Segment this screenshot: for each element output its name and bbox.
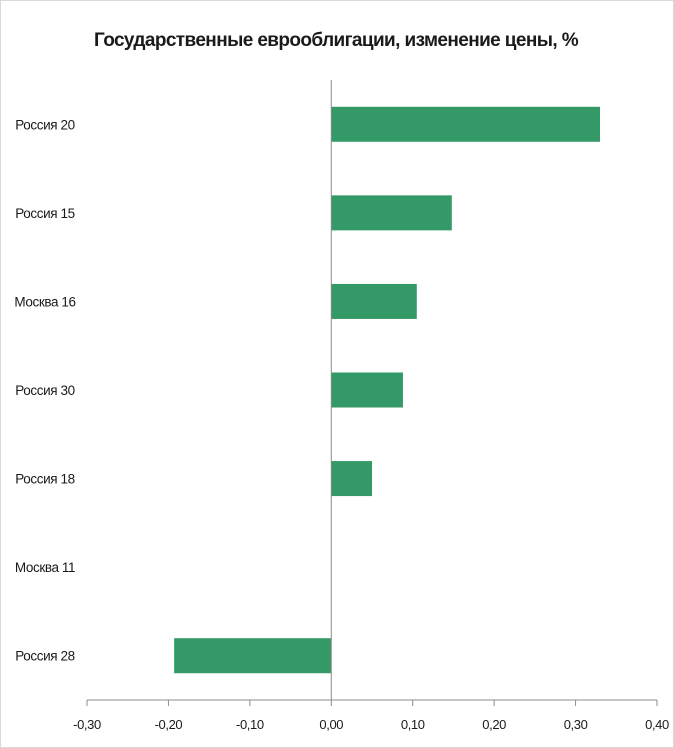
bar <box>331 372 403 408</box>
category-label: Россия 28 <box>15 649 74 664</box>
chart-title: Государственные еврооблигации, изменение… <box>93 30 579 51</box>
category-label: Москва 16 <box>14 294 75 309</box>
x-tick-label: 0,30 <box>564 717 588 732</box>
bar <box>174 638 332 674</box>
x-tick-label: -0,10 <box>236 717 264 732</box>
bar <box>331 195 452 231</box>
category-label: Россия 30 <box>15 383 74 398</box>
category-label: Россия 18 <box>15 472 74 487</box>
category-label: Россия 15 <box>15 206 74 221</box>
category-label: Россия 20 <box>15 117 74 132</box>
x-tick-label: 0,10 <box>401 717 425 732</box>
x-tick-label: 0,40 <box>645 717 669 732</box>
x-tick-label: -0,20 <box>155 717 183 732</box>
x-tick-label: -0,30 <box>73 717 101 732</box>
category-label: Москва 11 <box>15 560 75 575</box>
x-tick-label: 0,00 <box>319 717 343 732</box>
x-tick-label: 0,20 <box>482 717 506 732</box>
bar <box>331 106 600 142</box>
bar <box>331 283 417 319</box>
bar <box>331 461 372 497</box>
